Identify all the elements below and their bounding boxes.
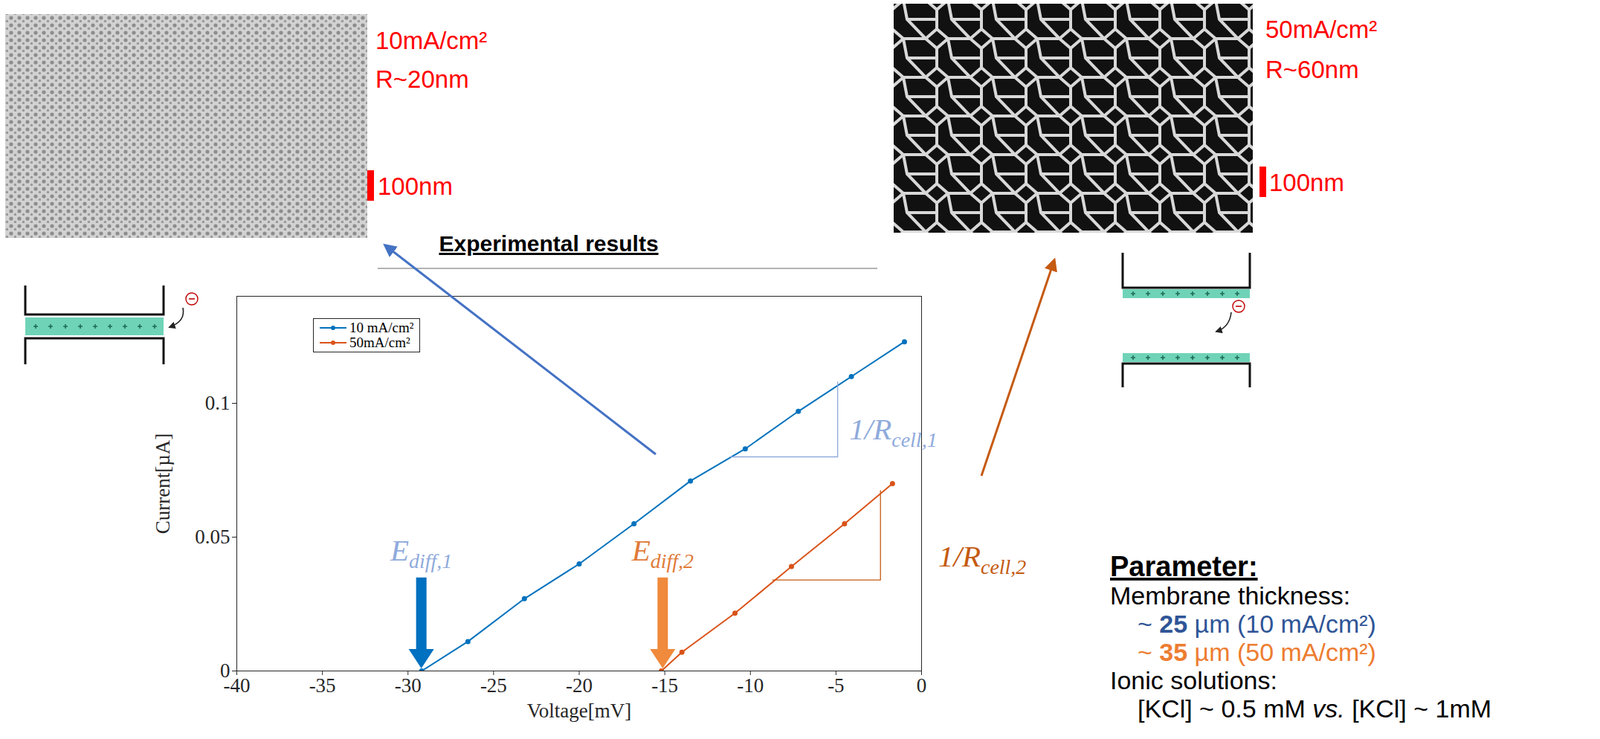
svg-text:0: 0: [220, 659, 231, 682]
svg-text:-30: -30: [394, 674, 422, 697]
svg-text:-10: -10: [736, 674, 764, 697]
svg-text:Ediff,2: Ediff,2: [631, 533, 694, 573]
svg-text:Experimental results: Experimental results: [438, 231, 658, 256]
svg-text:-5: -5: [827, 674, 845, 697]
html-text:50mA/cm²: 50mA/cm²: [349, 334, 411, 351]
svg-text:Membrane thickness:: Membrane thickness:: [1110, 581, 1351, 610]
svg-text:~ 35 µm (50 mA/cm²): ~ 35 µm (50 mA/cm²): [1137, 637, 1377, 667]
svg-text:R~20nm: R~20nm: [375, 65, 470, 93]
svg-text:R~60nm: R~60nm: [1265, 55, 1360, 84]
html-text:10 mA/cm²: 10 mA/cm²: [349, 319, 414, 336]
svg-text:-25: -25: [480, 674, 508, 697]
svg-text:100nm: 100nm: [1269, 168, 1345, 197]
svg-text:-15: -15: [651, 674, 679, 697]
svg-text:Ediff,1: Ediff,1: [389, 533, 453, 573]
svg-text:-35: -35: [309, 674, 337, 697]
svg-text:0.1: 0.1: [205, 391, 231, 415]
svg-text:100nm: 100nm: [377, 172, 453, 200]
svg-text:1/Rcell,2: 1/Rcell,2: [938, 539, 1027, 579]
svg-text:0: 0: [916, 674, 928, 697]
svg-text:10mA/cm²: 10mA/cm²: [375, 26, 487, 55]
svg-text:Current[µA]: Current[µA]: [151, 433, 174, 535]
svg-text:50mA/cm²: 50mA/cm²: [1265, 15, 1377, 44]
svg-text:0.05: 0.05: [194, 525, 230, 548]
svg-text:1/Rcell,1: 1/Rcell,1: [849, 411, 937, 452]
svg-text:-20: -20: [565, 674, 593, 697]
svg-text:Ionic solutions:: Ionic solutions:: [1110, 666, 1278, 695]
svg-text:~ 25 µm (10 mA/cm²): ~ 25 µm (10 mA/cm²): [1137, 609, 1377, 638]
svg-text:[KCl] ~ 0.5 mM vs. [KCl] ~ 1mM: [KCl] ~ 0.5 mM vs. [KCl] ~ 1mM: [1137, 694, 1492, 723]
svg-text:Voltage[mV]: Voltage[mV]: [527, 699, 632, 722]
svg-text:-40: -40: [223, 674, 251, 697]
svg-text:Parameter:: Parameter:: [1110, 550, 1258, 583]
